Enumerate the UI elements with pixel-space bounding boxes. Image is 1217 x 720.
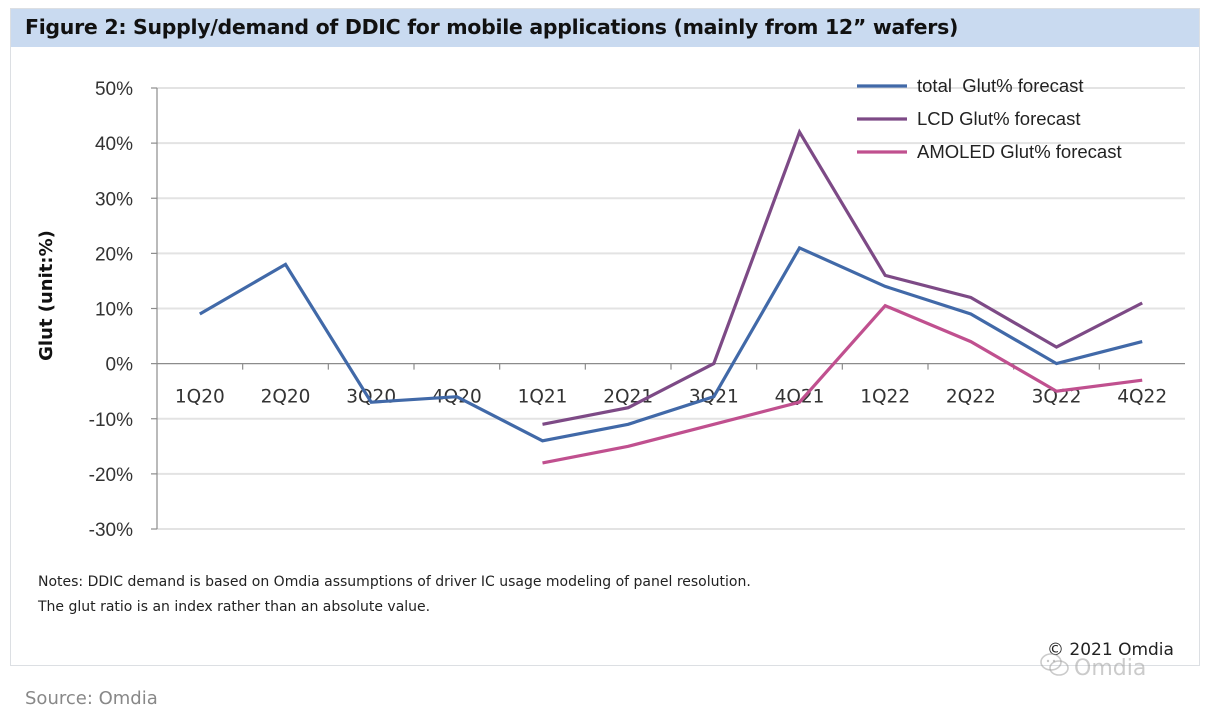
- x-tick-label: 4Q22: [1117, 387, 1167, 408]
- legend-label: total Glut% forecast: [917, 75, 1084, 96]
- copyright: © 2021 Omdia: [1047, 640, 1174, 660]
- series-lines: [198, 128, 1143, 465]
- y-tick-label: 20%: [95, 244, 133, 265]
- x-tick-label: 3Q20: [346, 387, 396, 408]
- y-tick-label: 10%: [95, 300, 133, 321]
- y-axis-label: Glut (unit:%): [36, 230, 57, 361]
- figure-frame: Figure 2: Supply/demand of DDIC for mobi…: [10, 8, 1200, 666]
- x-tick-label: 1Q21: [518, 387, 568, 408]
- x-tick-label: 2Q22: [946, 387, 996, 408]
- y-tick-label: 50%: [95, 79, 133, 100]
- x-tick-label: 4Q21: [775, 387, 825, 408]
- y-tick-label: 40%: [95, 134, 133, 155]
- series-line-1: [198, 245, 1143, 443]
- watermark: Omdia: [1040, 652, 1146, 684]
- series-line-2: [542, 128, 1143, 426]
- y-tick-labels: 50% 40% 30% 20% 10% 0% -10% -20% -30%: [89, 79, 133, 541]
- y-tick-label: -20%: [89, 465, 133, 486]
- series-line-3: [542, 303, 1143, 465]
- title-band: Figure 2: Supply/demand of DDIC for mobi…: [11, 9, 1199, 47]
- x-tick-label: 2Q20: [261, 387, 311, 408]
- x-tick-label: 1Q20: [175, 387, 225, 408]
- y-tick-label: 30%: [95, 189, 133, 210]
- x-tick-label: 3Q22: [1032, 387, 1082, 408]
- source: Source: Omdia: [25, 688, 158, 709]
- note-line-2: The glut ratio is an index rather than a…: [38, 599, 431, 615]
- legend-label: AMOLED Glut% forecast: [917, 141, 1122, 162]
- legend-label: LCD Glut% forecast: [917, 108, 1080, 129]
- wechat-icon: [1040, 652, 1070, 684]
- figure-title: Figure 2: Supply/demand of DDIC for mobi…: [25, 15, 959, 39]
- y-tick-label: -30%: [89, 520, 133, 541]
- y-tick-label: -10%: [89, 410, 133, 431]
- gridlines: [157, 87, 1185, 530]
- notes: Notes: DDIC demand is based on Omdia ass…: [38, 570, 751, 620]
- note-line-1: Notes: DDIC demand is based on Omdia ass…: [38, 574, 751, 590]
- legend: total Glut% forecast LCD Glut% forecast AM…: [857, 75, 1122, 162]
- watermark-text: Omdia: [1074, 655, 1147, 681]
- y-tick-label: 0%: [106, 355, 134, 376]
- x-tick-labels: 1Q20 2Q20 3Q20 4Q20 1Q21 2Q21 3Q21 4Q21 1Q22 2Q22…: [175, 387, 1167, 408]
- x-tick-label: 1Q22: [860, 387, 910, 408]
